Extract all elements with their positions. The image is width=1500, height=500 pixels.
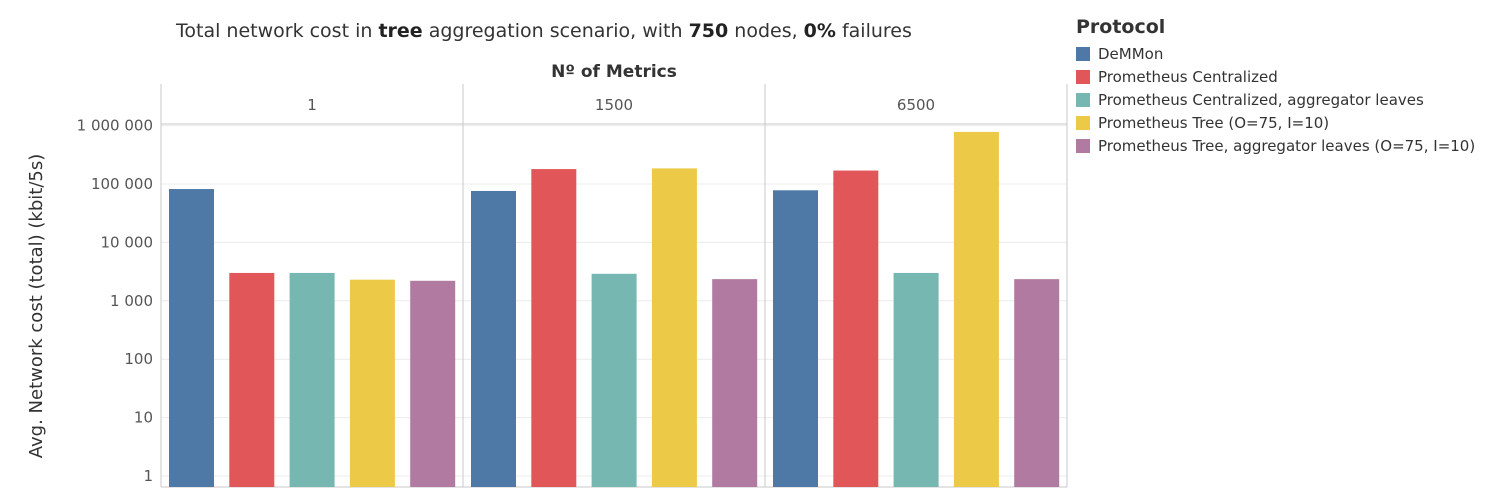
y-axis-label: Avg. Network cost (total) (kbit/5s) <box>26 154 47 459</box>
legend-item[interactable]: Prometheus Centralized <box>1076 65 1475 88</box>
bar <box>229 272 275 487</box>
y-tick-label: 100 <box>124 350 153 368</box>
bar <box>773 190 818 487</box>
bar <box>289 272 335 487</box>
title-scenario: tree <box>378 20 423 42</box>
title-text: aggregation scenario, with <box>422 20 689 42</box>
panel-header: 1 <box>307 96 317 114</box>
title-text: failures <box>835 20 912 42</box>
legend-label: Prometheus Tree, aggregator leaves (O=75… <box>1098 136 1476 155</box>
bar <box>712 279 758 487</box>
legend-label: Prometheus Tree (O=75, I=10) <box>1098 113 1330 132</box>
y-tick-label: 10 <box>134 409 153 427</box>
bar <box>531 169 577 487</box>
legend-items: DeMMon Prometheus Centralized Prometheus C… <box>1076 42 1475 157</box>
bar <box>651 168 697 488</box>
legend-swatch <box>1076 69 1090 84</box>
x-axis-label: Nº of Metrics <box>551 62 677 82</box>
y-tick-label: 100 000 <box>91 175 153 193</box>
y-tick-label: 1 000 000 <box>77 117 153 135</box>
panel-header: 1500 <box>595 96 633 114</box>
bar <box>410 280 456 487</box>
title-nodes: 750 <box>688 20 729 42</box>
legend-item[interactable]: DeMMon <box>1076 42 1475 65</box>
bar <box>169 189 214 487</box>
y-tick-label: 1 000 <box>110 292 153 310</box>
legend-swatch <box>1076 138 1090 153</box>
bar <box>953 131 999 487</box>
bar <box>471 190 516 487</box>
legend-swatch <box>1076 115 1090 130</box>
legend-swatch <box>1076 46 1090 61</box>
legend-label: Prometheus Centralized, aggregator leave… <box>1098 90 1424 109</box>
bar <box>349 279 395 487</box>
legend-item[interactable]: Prometheus Tree, aggregator leaves (O=75… <box>1076 134 1475 157</box>
legend-item[interactable]: Prometheus Tree (O=75, I=10) <box>1076 111 1475 134</box>
legend-item[interactable]: Prometheus Centralized, aggregator leave… <box>1076 88 1475 111</box>
legend: Protocol DeMMon Prometheus Centralized Pro… <box>1076 16 1475 157</box>
bar <box>1014 279 1060 487</box>
legend-label: Prometheus Centralized <box>1098 67 1278 86</box>
title-text: nodes, <box>728 20 804 42</box>
bar <box>893 272 939 487</box>
y-tick-label: 10 000 <box>101 233 154 251</box>
legend-swatch <box>1076 92 1090 107</box>
title-failures: 0% <box>803 20 836 42</box>
y-tick-label: 1 <box>143 467 153 485</box>
panel-header: 6500 <box>897 96 935 114</box>
bar <box>591 273 637 487</box>
bar <box>833 170 879 487</box>
title-text: Total network cost in <box>176 20 379 42</box>
chart-title: Total network cost in tree aggregation s… <box>176 20 912 42</box>
legend-title: Protocol <box>1076 16 1166 38</box>
bar-chart: 1 10 100 1 000 10 000 100 000 1 000 000 1 1500 65… <box>26 62 1068 488</box>
legend-label: DeMMon <box>1098 44 1164 63</box>
